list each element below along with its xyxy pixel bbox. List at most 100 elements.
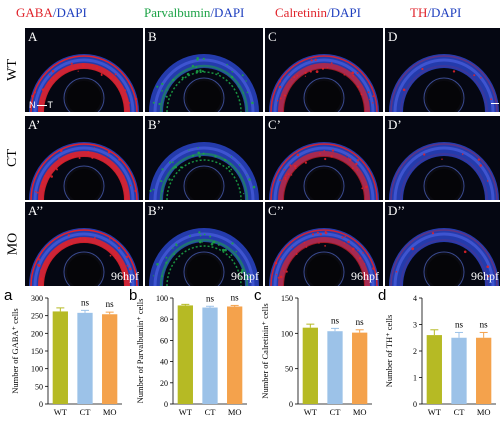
panel-label: D’’: [388, 203, 406, 218]
x-tick-label: MO: [353, 407, 367, 417]
x-tick-label: CT: [80, 407, 92, 417]
y-tick-label: 0: [413, 400, 417, 409]
y-tick-label: 100: [281, 329, 293, 338]
y-tick-label: 60: [160, 336, 168, 345]
header-parvalbumin-marker: Parvalbumin: [144, 5, 211, 20]
micrograph-panel: C: [265, 28, 383, 112]
bar-wt: [302, 327, 318, 404]
retina-section-image: [149, 142, 259, 200]
micrograph-panel: B: [145, 28, 263, 112]
significance-label: ns: [480, 319, 489, 329]
retina-section-image: [29, 142, 139, 200]
row-label-ct: CT: [4, 149, 20, 167]
y-tick-label: 0: [39, 400, 43, 409]
retina-section-image: [149, 54, 259, 112]
chart-c: c 0 50 100 150 Number of Calretinin⁺ cells WT C…: [252, 286, 377, 426]
y-tick-label: 4: [413, 294, 417, 303]
header-th: TH/DAPI: [410, 2, 461, 24]
bar-mo: [102, 314, 118, 404]
retina-section-image: [269, 228, 379, 286]
significance-label: ns: [231, 292, 240, 302]
panel-letter: b: [129, 287, 137, 304]
panel-label: B’: [148, 117, 161, 132]
header-th-counter: /DAPI: [427, 5, 462, 20]
y-tick-label: 20: [160, 379, 168, 388]
bar-mo: [227, 306, 243, 404]
panel-letter: d: [378, 287, 386, 304]
x-tick-label: MO: [228, 407, 242, 417]
bar-wt: [52, 311, 68, 404]
bar-ct: [77, 312, 93, 404]
micrograph-panel: C’: [265, 116, 383, 200]
panel-label: A: [28, 29, 38, 44]
y-tick-label: 1: [413, 374, 417, 383]
y-tick-label: 50: [285, 365, 293, 374]
y-axis-label: Number of GABA⁺ cells: [10, 308, 20, 393]
micrograph-panel: D’: [385, 116, 500, 200]
panel-letter: a: [4, 287, 13, 304]
x-tick-label: WT: [304, 407, 318, 417]
y-tick-label: 3: [413, 321, 417, 330]
row-label-wt: WT: [5, 59, 21, 81]
micrograph-panel: A’: [25, 116, 143, 200]
header-calretinin-counter: /DAPI: [327, 5, 361, 20]
y-tick-label: 150: [281, 294, 293, 303]
y-axis-label: Number of Calretinin⁺ cells: [260, 303, 270, 398]
bar-ct: [202, 307, 218, 404]
chart-c-svg: c 0 50 100 150 Number of Calretinin⁺ cells WT C…: [254, 287, 372, 417]
y-tick-label: 300: [31, 294, 43, 303]
header-parvalbumin-counter: /DAPI: [210, 5, 245, 20]
significance-label: ns: [81, 297, 90, 307]
panel-label: B’’: [148, 203, 165, 218]
panel-label: D’: [388, 117, 402, 132]
y-tick-label: 250: [31, 312, 43, 321]
panel-label: A’’: [28, 203, 44, 218]
significance-label: ns: [455, 319, 464, 329]
y-tick-label: 0: [164, 400, 168, 409]
y-tick-label: 50: [35, 382, 43, 391]
panel-label: D: [388, 29, 398, 44]
y-tick-label: 40: [160, 358, 168, 367]
bar-wt: [177, 305, 193, 404]
panel-label: C’’: [268, 203, 285, 218]
retina-section-image: [389, 142, 499, 200]
retina-section-image: [29, 54, 139, 112]
y-tick-label: 0: [289, 400, 293, 409]
time-label: 96hpf: [111, 269, 139, 283]
x-tick-label: MO: [103, 407, 117, 417]
chart-a: a 0 50 100 150 200 250 300 Number of GABA⁺ cells…: [2, 286, 127, 426]
bar-wt: [426, 335, 442, 404]
header-gaba-marker: GABA: [16, 5, 53, 20]
bar-mo: [476, 337, 492, 404]
y-tick-label: 100: [156, 294, 168, 303]
header-th-marker: TH: [410, 5, 428, 20]
y-tick-label: 150: [31, 347, 43, 356]
x-tick-label: WT: [179, 407, 193, 417]
retina-section-image: [149, 228, 259, 286]
scale-bar: [491, 103, 499, 104]
panel-label: B: [148, 29, 157, 44]
time-label: 96hpf: [351, 269, 379, 283]
x-tick-label: MO: [477, 407, 491, 417]
y-axis-label: Number of TH⁺ cells: [384, 315, 394, 388]
panel-label: C: [268, 29, 277, 44]
significance-label: ns: [331, 315, 340, 325]
row-label-mo: MO: [5, 232, 20, 256]
retina-section-image: [269, 54, 379, 112]
chart-b: b 0 20 40 60 80 100 Number of Parvalbumin⁺ cell…: [127, 286, 252, 426]
micrograph-panel: A’’ 96hpf: [25, 202, 143, 286]
micrograph-panel: B’’ 96hpf: [145, 202, 263, 286]
chart-b-svg: b 0 20 40 60 80 100 Number of Parvalbumin⁺ cell…: [129, 287, 247, 417]
panel-label: C’: [268, 117, 281, 132]
header-gaba-counter: /DAPI: [52, 5, 87, 20]
x-tick-label: CT: [454, 407, 466, 417]
y-tick-label: 100: [31, 365, 43, 374]
time-label: 96hpf: [471, 269, 499, 283]
panel-letter: c: [254, 287, 262, 304]
retina-section-image: [29, 228, 139, 286]
x-tick-label: CT: [330, 407, 342, 417]
significance-label: ns: [206, 293, 215, 303]
header-gaba: GABA/DAPI: [16, 2, 87, 24]
